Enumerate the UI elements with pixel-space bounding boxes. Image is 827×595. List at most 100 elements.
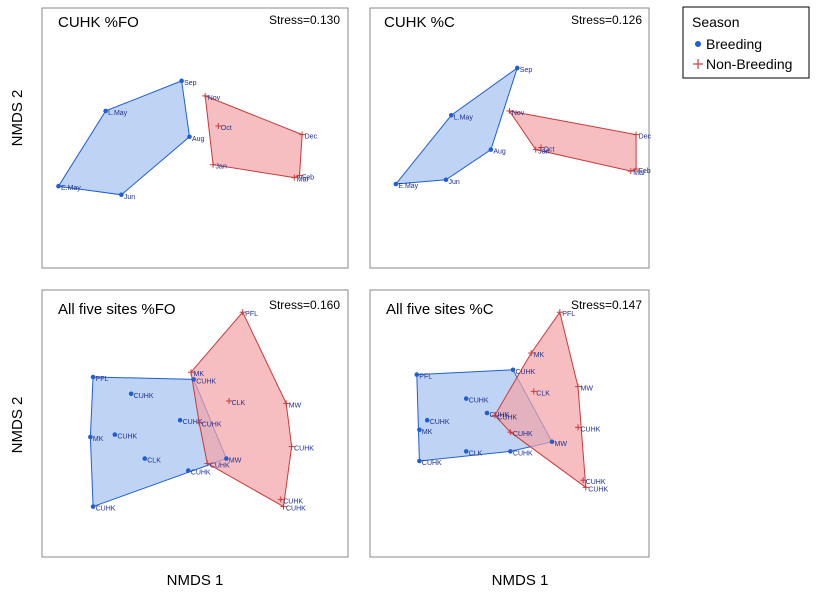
point-label: MK: [422, 429, 433, 436]
point-label: CUHK: [183, 419, 203, 426]
nonbreeding-point: [633, 131, 640, 138]
nonbreeding-hull-3: [190, 311, 293, 508]
legend: Season Breeding Non-Breeding: [682, 6, 810, 79]
breeding-point: [224, 456, 229, 461]
point-label: MW: [289, 402, 302, 409]
y-axis-label-top: NMDS 2: [9, 90, 26, 147]
point-label: CUHK: [430, 419, 450, 426]
nonbreeding-point: [530, 388, 537, 395]
breeding-point: [179, 78, 184, 84]
legend-title: Season: [692, 14, 739, 30]
x-axis-label-right: NMDS 1: [492, 572, 549, 589]
breeding-point: [448, 112, 454, 118]
breeding-point: [88, 434, 93, 440]
breeding-point: [191, 377, 197, 382]
point-label: L.May: [108, 110, 128, 117]
point-label: Jun: [449, 179, 460, 186]
point-label: L.May: [454, 114, 474, 121]
nonbreeding-point: [580, 477, 587, 484]
breeding-point: [417, 427, 422, 433]
nonbreeding-point: [226, 398, 233, 404]
point-label: CUHK: [96, 506, 116, 513]
breeding-point: [128, 391, 134, 397]
nonbreeding-point: [277, 496, 284, 503]
point-label: CUHK: [588, 486, 608, 493]
nonbreeding-point: [528, 350, 535, 356]
nonbreeding-point: [627, 168, 634, 175]
nonbreeding-point: [507, 429, 514, 436]
breeding-point: [514, 65, 520, 71]
legend-breeding-marker: [695, 41, 701, 47]
point-label: MK: [534, 352, 545, 359]
point-label: Aug: [192, 136, 205, 143]
nonbreeding-point: [188, 369, 194, 376]
point-label: CUHK: [422, 460, 442, 467]
x-axis-label-left: NMDS 1: [167, 572, 224, 589]
breeding-hull-1: [57, 80, 191, 196]
point-label: CUHK: [283, 498, 303, 505]
point-label: CUHK: [191, 470, 211, 477]
point-label: PFL: [96, 376, 109, 383]
legend-breeding-label: Breeding: [706, 36, 762, 52]
breeding-point: [142, 456, 148, 461]
nonbreeding-point: [538, 144, 545, 151]
nonbreeding-point: [575, 383, 581, 390]
panel-plot-3: PFLCUHKCUHKCUHKCUHKMKCLKCUHKCUHKMWPFLMKC…: [88, 309, 314, 513]
nonbreeding-point: [215, 123, 222, 129]
legend-nonbreeding-label: Non-Breeding: [706, 56, 792, 72]
nonbreeding-point: [239, 309, 246, 316]
point-label: E.May: [398, 183, 418, 190]
nonbreeding-point: [288, 443, 295, 450]
nonbreeding-point: [582, 484, 589, 491]
nonbreeding-point: [506, 107, 513, 114]
point-label: MW: [555, 441, 568, 448]
panel-title-1: CUHK %FO: [58, 14, 139, 31]
point-label: CUHK: [196, 378, 216, 385]
breeding-point: [484, 410, 490, 416]
panel-stress-4: Stress=0.147: [571, 298, 642, 312]
point-label: Sep: [520, 67, 533, 74]
point-label: Jan: [216, 164, 227, 171]
panel-stress-3: Stress=0.160: [269, 298, 340, 312]
point-label: Oct: [544, 147, 555, 154]
breeding-point: [508, 449, 513, 454]
point-label: CUHK: [286, 506, 306, 513]
nonbreeding-point: [196, 419, 203, 426]
point-label: MW: [229, 458, 242, 465]
nonbreeding-hull-1: [204, 95, 303, 179]
point-label: PFL: [419, 374, 432, 381]
breeding-hull-2: [394, 66, 519, 185]
point-label: PFL: [245, 311, 258, 318]
point-label: Oct: [221, 125, 232, 132]
point-label: PFL: [562, 311, 575, 318]
point-label: CLK: [469, 450, 483, 457]
point-label: CUHK: [490, 412, 510, 419]
point-label: CUHK: [469, 398, 489, 405]
point-label: Jun: [124, 194, 135, 201]
point-label: MK: [194, 371, 205, 378]
point-label: CUHK: [586, 479, 606, 486]
point-label: Aug: [493, 149, 506, 156]
point-label: Nov: [208, 95, 221, 102]
point-label: CUHK: [497, 414, 517, 421]
breeding-point: [510, 367, 516, 373]
point-label: Feb: [302, 174, 314, 181]
nonbreeding-point: [296, 172, 303, 179]
point-label: Mar: [297, 177, 310, 184]
point-label: Dec: [639, 134, 652, 141]
nonbreeding-point: [283, 400, 290, 407]
breeding-point: [424, 417, 430, 423]
point-label: Sep: [184, 80, 197, 87]
breeding-point: [463, 449, 469, 454]
point-label: Dec: [305, 134, 318, 141]
nonbreeding-point: [556, 309, 563, 316]
point-label: CUHK: [294, 446, 314, 453]
point-label: Mar: [633, 170, 646, 177]
nonbreeding-point: [532, 146, 539, 153]
point-label: Jan: [538, 149, 549, 156]
breeding-point: [463, 396, 469, 401]
point-label: CUHK: [202, 422, 222, 429]
